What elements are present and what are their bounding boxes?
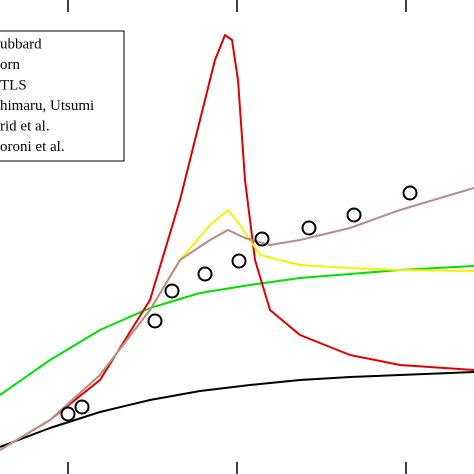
curve [0,265,474,396]
legend-label: himaru, Utsumi [0,98,94,114]
curve [0,187,474,451]
curve [0,34,474,451]
data-point [402,185,418,201]
legend-label: orn [0,57,20,73]
legend-label: ubbard [0,36,42,52]
data-point [254,231,270,247]
curve [0,209,474,451]
legend-label: TLS [0,77,27,93]
legend-label: oroni et al. [0,139,65,155]
legend-box [0,30,125,162]
data-point [197,266,213,282]
data-point [231,253,247,269]
data-point [60,406,76,422]
data-point [301,220,317,236]
data-point [346,207,362,223]
curve [0,371,474,448]
data-point [164,283,180,299]
data-point [147,313,163,329]
legend-label: rid et al. [0,118,50,134]
data-point [74,399,90,415]
